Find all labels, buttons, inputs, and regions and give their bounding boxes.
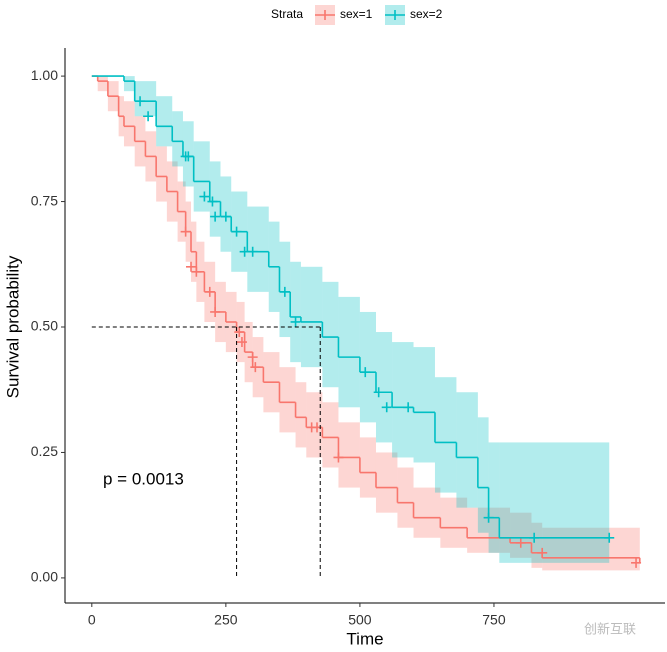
y-tick-label: 0.75 — [31, 192, 58, 208]
confidence-band — [306, 392, 323, 458]
confidence-band — [397, 467, 414, 528]
censor-mark — [529, 532, 540, 543]
censor-mark — [631, 557, 642, 568]
censor-mark — [210, 306, 221, 317]
censor-mark — [234, 327, 245, 338]
legend-label: sex=2 — [410, 7, 443, 21]
censor-mark — [483, 512, 494, 523]
confidence-band — [392, 342, 414, 458]
confidence-band — [413, 487, 441, 538]
confidence-band — [290, 261, 301, 363]
censor-mark — [403, 402, 414, 413]
censor-mark — [143, 111, 154, 122]
confidence-band — [97, 76, 108, 92]
censor-mark — [191, 266, 202, 277]
confidence-band — [477, 417, 489, 533]
confidence-band — [375, 452, 398, 513]
confidence-band — [279, 367, 296, 433]
confidence-band — [434, 377, 457, 493]
y-tick-label: 0.50 — [31, 318, 58, 334]
x-axis-title: Time — [346, 629, 383, 648]
censor-mark — [360, 367, 371, 378]
confidence-band — [531, 522, 543, 568]
confidence-band — [338, 422, 360, 488]
y-tick-label: 0.00 — [31, 569, 58, 585]
confidence-band — [172, 111, 183, 167]
censor-mark — [180, 226, 191, 237]
censor-mark — [604, 532, 615, 543]
p-value: p = 0.0013 — [103, 469, 184, 488]
censor-mark — [204, 286, 215, 297]
censor-mark — [247, 246, 258, 257]
confidence-band — [322, 402, 339, 468]
y-tick-label: 1.00 — [31, 67, 58, 83]
x-tick-label: 0 — [88, 612, 96, 628]
y-tick-label: 0.25 — [31, 443, 58, 459]
confidence-band — [322, 281, 339, 388]
censor-mark — [247, 352, 258, 363]
confidence-band — [510, 512, 532, 558]
censor-mark — [135, 96, 146, 107]
confidence-band — [123, 101, 135, 147]
censor-mark — [199, 191, 210, 202]
censor-mark — [373, 387, 384, 398]
confidence-band — [440, 497, 468, 548]
confidence-band — [295, 382, 307, 448]
confidence-band — [338, 296, 360, 408]
censor-mark — [183, 151, 194, 162]
censor-mark — [236, 337, 247, 348]
y-axis-title: Survival probability — [3, 255, 22, 398]
legend-title: Strata — [271, 7, 303, 21]
confidence-band — [134, 81, 157, 117]
censor-mark — [290, 316, 301, 327]
confidence-band — [456, 392, 478, 508]
confidence-band — [359, 311, 376, 423]
confidence-band — [499, 442, 610, 563]
confidence-band — [542, 527, 640, 571]
censor-mark — [537, 547, 548, 558]
confidence-band — [247, 206, 269, 292]
censor-mark — [250, 362, 261, 373]
censor-mark — [220, 211, 231, 222]
watermark: 创新互联 — [584, 621, 636, 636]
confidence-band — [375, 332, 393, 443]
confidence-band — [359, 437, 376, 498]
censor-mark — [207, 196, 218, 207]
x-tick-label: 250 — [214, 612, 238, 628]
censor-mark — [333, 452, 344, 463]
confidence-band — [300, 266, 323, 368]
confidence-band — [209, 161, 221, 237]
censor-mark — [210, 211, 221, 222]
confidence-band — [156, 96, 173, 147]
legend-label: sex=1 — [340, 7, 373, 21]
confidence-band — [488, 442, 500, 553]
x-tick-label: 500 — [348, 612, 372, 628]
confidence-band — [413, 347, 435, 463]
censor-mark — [279, 286, 290, 297]
censor-mark — [515, 537, 526, 548]
censor-mark — [231, 226, 242, 237]
x-tick-label: 750 — [482, 612, 506, 628]
legend-symbol — [385, 10, 405, 20]
confidence-band — [156, 146, 167, 202]
legend-symbol — [315, 10, 335, 20]
censor-mark — [381, 402, 392, 413]
confidence-band — [193, 141, 210, 212]
censor-mark — [186, 261, 197, 272]
confidence-band — [123, 76, 135, 92]
